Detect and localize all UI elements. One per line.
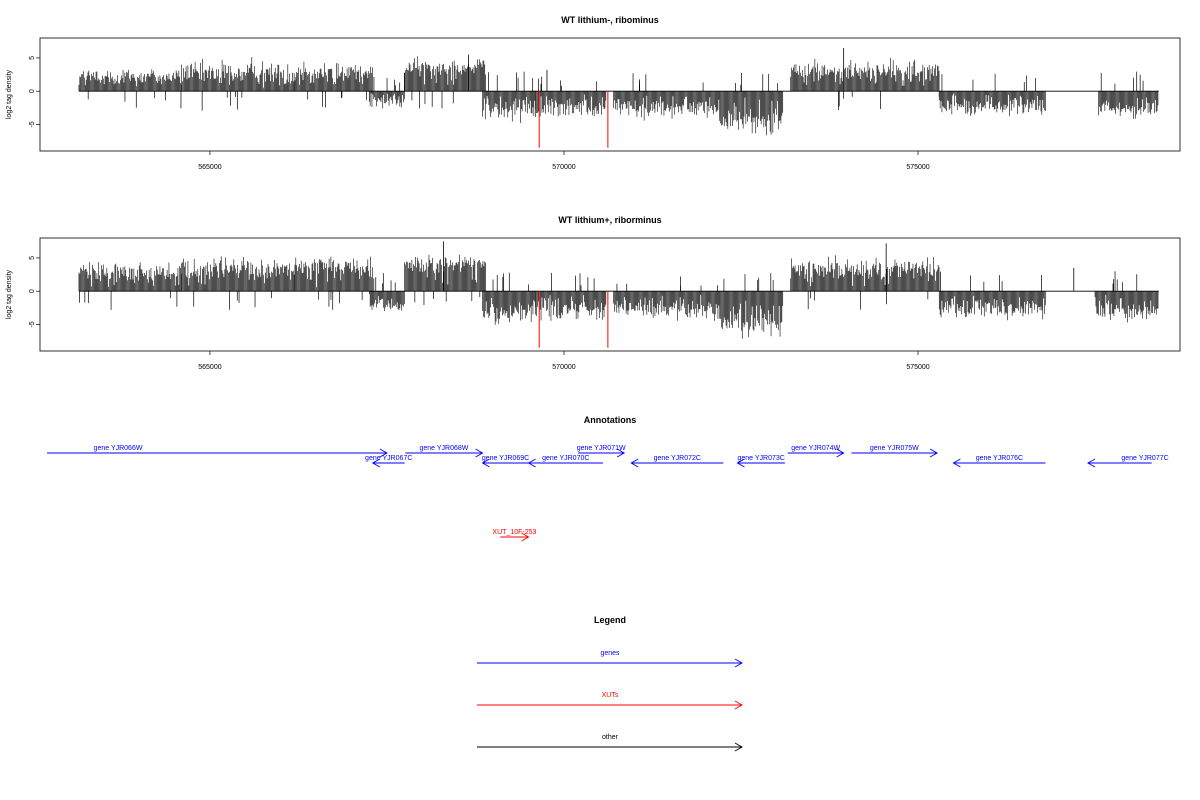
gene-label: gene YJR073C [737, 455, 784, 462]
y-axis: -5 0 5 [29, 256, 40, 328]
panel-title: WT lithium+, riborminus [558, 215, 661, 225]
density-segment [78, 262, 182, 310]
density-segment [1098, 71, 1159, 120]
legend-title: Legend [594, 615, 626, 625]
gene-label: gene YJR077C [1121, 455, 1168, 462]
gene-arrow [47, 448, 388, 458]
x-axis: 565000 570000 575000 [198, 351, 930, 371]
density-segment [181, 57, 295, 111]
plot-frame [39, 237, 1181, 352]
y-tick-label: -5 [29, 121, 36, 127]
density-segment [719, 73, 784, 136]
density-segment [368, 273, 405, 312]
density-segment [790, 57, 940, 111]
gene-arrow [736, 458, 785, 468]
density-segment [404, 254, 486, 306]
y-tick-label: 5 [29, 256, 36, 260]
gene-arrow [851, 448, 939, 458]
density-segment [368, 72, 405, 109]
density-segment [535, 272, 607, 321]
gene-label: gene YJR076C [976, 455, 1023, 462]
gene-label: gene YJR066W [94, 445, 143, 452]
legend: Legend genes XUTs other [477, 615, 743, 752]
x-tick-label: 565000 [198, 164, 221, 171]
x-tick-label: 565000 [198, 364, 221, 371]
legend-arrowhead [734, 658, 743, 668]
gene-arrow [1087, 458, 1152, 468]
density-segment [294, 61, 373, 108]
gene-label: gene YJR074W [791, 445, 840, 452]
y-tick-label: -5 [29, 321, 36, 327]
gene-label: gene YJR075W [870, 445, 919, 452]
density-segment [613, 276, 721, 321]
gene-label: gene YJR068W [420, 445, 469, 452]
density-segment [938, 73, 1046, 117]
density-segment [294, 256, 373, 310]
xut-arrows: XUT_10F-253 [492, 529, 536, 542]
gene-arrow [481, 458, 529, 468]
legend-label: XUTs [602, 692, 619, 699]
gene-label: gene YJR072C [654, 455, 701, 462]
gene-label: gene YJR070C [542, 455, 589, 462]
legend-arrowhead [734, 742, 743, 752]
y-axis-label: log2 tag density [6, 69, 13, 119]
y-tick-label: 0 [29, 289, 36, 293]
gene-arrow [371, 458, 405, 468]
density-segment [535, 76, 607, 117]
density-bars [78, 47, 1159, 148]
legend-items: genes XUTs other [477, 650, 743, 752]
gene-arrow [578, 448, 626, 458]
density-segment [181, 256, 295, 310]
legend-item: other [477, 734, 743, 752]
density-panel-lithium-plus: WT lithium+, riborminus log2 tag density… [6, 215, 1181, 371]
gene-label: gene YJR071W [577, 445, 626, 452]
density-segment [482, 71, 536, 124]
density-panel-lithium-minus: WT lithium-, ribominus log2 tag density … [6, 15, 1181, 171]
gene-label: gene YJR067C [365, 455, 412, 462]
density-bars [78, 241, 1159, 348]
x-tick-label: 570000 [552, 364, 575, 371]
xut-arrow [500, 532, 530, 542]
density-segment [790, 255, 940, 310]
plot-frame [39, 37, 1181, 152]
gene-arrow [405, 448, 484, 458]
y-tick-label: 5 [29, 56, 36, 60]
x-tick-label: 575000 [906, 164, 929, 171]
legend-label: genes [600, 650, 620, 657]
density-segment [1094, 271, 1159, 323]
density-segment [938, 271, 1046, 321]
gene-arrow [630, 458, 724, 468]
gene-arrows: gene YJR066W gene YJR067C gene YJR068W gene… [47, 445, 1169, 468]
density-segment [482, 272, 536, 325]
y-tick-label: 0 [29, 89, 36, 93]
y-axis-label: log2 tag density [6, 269, 13, 319]
y-axis: -5 0 5 [29, 56, 40, 128]
density-segment [613, 73, 721, 121]
x-axis: 565000 570000 575000 [198, 151, 930, 171]
legend-item: genes [477, 650, 743, 668]
x-tick-label: 575000 [906, 364, 929, 371]
legend-item: XUTs [477, 692, 743, 710]
gene-arrow [952, 458, 1046, 468]
xut-label: XUT_10F-253 [492, 529, 536, 536]
panel-title: WT lithium-, ribominus [561, 15, 659, 25]
density-segment [719, 273, 784, 339]
legend-arrowhead [734, 700, 743, 710]
x-tick-label: 570000 [552, 164, 575, 171]
density-segment [78, 69, 182, 109]
annotations-title: Annotations [584, 415, 637, 425]
legend-label: other [602, 734, 619, 741]
gene-arrow [527, 458, 603, 468]
gene-label: gene YJR069C [482, 455, 529, 462]
gene-arrow [787, 448, 845, 458]
density-segment [404, 56, 486, 109]
